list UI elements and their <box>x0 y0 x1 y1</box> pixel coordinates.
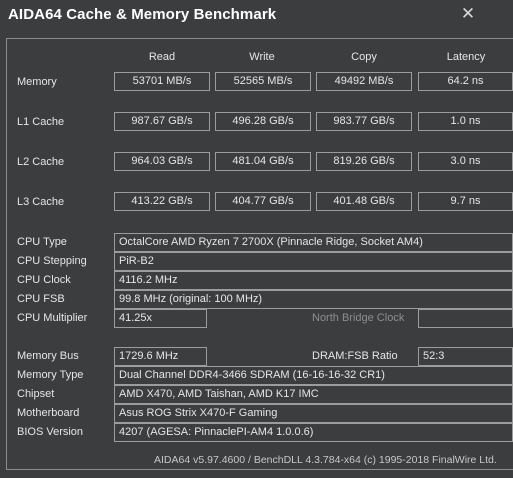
north-bridge-clock-value <box>418 309 513 328</box>
dram-fsb-ratio-value: 52:3 <box>418 347 513 366</box>
chipset-value: AMD X470, AMD Taishan, AMD K17 IMC <box>114 385 513 404</box>
cpu-multiplier-value: 41.25x <box>114 309 207 328</box>
l3-latency-value: 9.7 ns <box>418 192 513 211</box>
memory-read-value: 53701 MB/s <box>114 72 210 91</box>
cpu-stepping-value: PiR-B2 <box>114 252 513 271</box>
row-label-l2-cache: L2 Cache <box>17 156 65 168</box>
memory-bus-label: Memory Bus <box>17 350 79 362</box>
l3-copy-value: 401.48 GB/s <box>316 192 412 211</box>
close-icon[interactable]: ✕ <box>460 4 476 23</box>
l3-read-value: 413.22 GB/s <box>114 192 210 211</box>
memory-type-label: Memory Type <box>17 369 84 381</box>
cpu-multiplier-label: CPU Multiplier <box>17 312 88 324</box>
memory-bus-value: 1729.6 MHz <box>114 347 207 366</box>
l2-read-value: 964.03 GB/s <box>114 152 210 171</box>
column-header-write: Write <box>249 51 275 63</box>
motherboard-value: Asus ROG Strix X470-F Gaming <box>114 404 513 423</box>
l2-latency-value: 3.0 ns <box>418 152 513 171</box>
memory-copy-value: 49492 MB/s <box>316 72 412 91</box>
l2-write-value: 481.04 GB/s <box>215 152 311 171</box>
bios-version-value: 4207 (AGESA: PinnaclePI-AM4 1.0.0.6) <box>114 423 513 442</box>
cpu-stepping-label: CPU Stepping <box>17 255 87 267</box>
title-bar: AIDA64 Cache & Memory Benchmark ✕ <box>0 0 513 30</box>
benchmark-panel <box>6 38 513 470</box>
l1-write-value: 496.28 GB/s <box>215 112 311 131</box>
cpu-clock-label: CPU Clock <box>17 274 71 286</box>
memory-write-value: 52565 MB/s <box>215 72 311 91</box>
cpu-fsb-value: 99.8 MHz (original: 100 MHz) <box>114 290 513 309</box>
row-label-l3-cache: L3 Cache <box>17 196 65 208</box>
l2-copy-value: 819.26 GB/s <box>316 152 412 171</box>
column-header-read: Read <box>148 51 176 63</box>
l1-copy-value: 983.77 GB/s <box>316 112 412 131</box>
column-header-latency: Latency <box>446 51 486 63</box>
cpu-type-label: CPU Type <box>17 236 67 248</box>
dram-fsb-ratio-label: DRAM:FSB Ratio <box>312 350 398 362</box>
footer-copyright: AIDA64 v5.97.4600 / BenchDLL 4.3.784-x64… <box>154 454 497 466</box>
motherboard-label: Motherboard <box>17 407 80 419</box>
memory-type-value: Dual Channel DDR4-3466 SDRAM (16-16-16-3… <box>114 366 513 385</box>
l1-read-value: 987.67 GB/s <box>114 112 210 131</box>
memory-latency-value: 64.2 ns <box>418 72 513 91</box>
column-header-copy: Copy <box>351 51 377 63</box>
cpu-fsb-label: CPU FSB <box>17 293 65 305</box>
row-label-l1-cache: L1 Cache <box>17 116 65 128</box>
bios-version-label: BIOS Version <box>17 426 84 438</box>
l3-write-value: 404.77 GB/s <box>215 192 311 211</box>
window-title: AIDA64 Cache & Memory Benchmark <box>8 6 277 23</box>
cpu-type-value: OctalCore AMD Ryzen 7 2700X (Pinnacle Ri… <box>114 233 513 252</box>
cpu-clock-value: 4116.2 MHz <box>114 271 513 290</box>
chipset-label: Chipset <box>17 388 55 400</box>
l1-latency-value: 1.0 ns <box>418 112 513 131</box>
row-label-memory: Memory <box>17 76 57 88</box>
north-bridge-clock-label: North Bridge Clock <box>312 312 405 324</box>
